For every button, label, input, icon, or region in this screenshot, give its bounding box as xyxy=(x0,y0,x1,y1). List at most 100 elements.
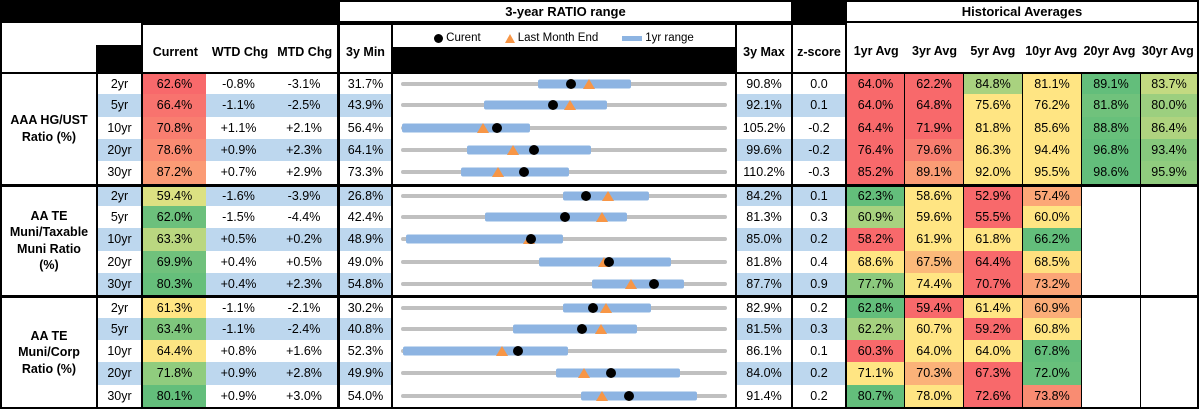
wtd-chg-cell: -1.1% xyxy=(206,317,271,340)
range-min-cell: 43.9% xyxy=(337,94,391,117)
last-month-end-triangle-icon xyxy=(504,33,515,43)
avg-value-cell xyxy=(1140,317,1197,340)
header-black-fill-left xyxy=(2,2,337,23)
avg-value-cell: 60.3% xyxy=(845,340,904,363)
mtd-chg-cell: +2.8% xyxy=(271,362,337,385)
header-black-fill-zscore xyxy=(791,2,845,23)
mtd-chg-cell: +2.1% xyxy=(271,116,337,139)
one-year-range-bar xyxy=(555,368,680,378)
avg-value-cell xyxy=(1081,273,1140,296)
one-year-range-bar xyxy=(403,346,568,356)
range-min-cell: 42.4% xyxy=(337,206,391,229)
avg-value-cell xyxy=(1140,183,1197,206)
avg-value-cell xyxy=(1140,228,1197,251)
avg-value-cell: 81.8% xyxy=(963,116,1022,139)
range-min-cell: 56.4% xyxy=(337,116,391,139)
group-label-line: Ratio (%) xyxy=(21,361,77,376)
avg-value-cell: 60.0% xyxy=(1022,206,1081,229)
mtd-chg-cell: -4.4% xyxy=(271,206,337,229)
current-value-cell: 70.8% xyxy=(141,116,206,139)
avg-value-cell: 98.6% xyxy=(1081,161,1140,184)
avg-value-cell: 68.5% xyxy=(1022,250,1081,273)
avg-value-cell: 96.8% xyxy=(1081,139,1140,162)
avg-value-cell: 58.2% xyxy=(845,228,904,251)
zscore-column-header: z-score xyxy=(791,23,845,72)
avg-column-header: 3yr Avg xyxy=(912,43,957,58)
range-min-cell: 31.7% xyxy=(337,72,391,95)
current-value-cell: 61.3% xyxy=(141,295,206,318)
avg-value-cell xyxy=(1140,273,1197,296)
avg-value-cell: 60.7% xyxy=(904,317,963,340)
last-month-end-marker xyxy=(564,100,577,111)
current-value-cell: 80.1% xyxy=(141,384,206,407)
one-year-range-bar xyxy=(483,100,607,110)
range-max-cell: 85.0% xyxy=(735,228,791,251)
current-value-cell: 64.4% xyxy=(141,340,206,363)
avg-value-cell: 67.8% xyxy=(1022,340,1081,363)
avg-value-cell: 64.0% xyxy=(845,72,904,95)
avg-value-cell: 61.8% xyxy=(963,228,1022,251)
mtd-chg-cell: -3.1% xyxy=(271,72,337,95)
range-chart-cell xyxy=(391,116,735,139)
avg-value-cell: 61.9% xyxy=(904,228,963,251)
mtd-chg-cell: -2.1% xyxy=(271,295,337,318)
avg-value-cell xyxy=(1081,317,1140,340)
avg-value-cell: 55.5% xyxy=(963,206,1022,229)
avg-value-cell: 72.6% xyxy=(963,384,1022,407)
avg-value-cell: 95.9% xyxy=(1140,161,1197,184)
range-max-cell: 99.6% xyxy=(735,139,791,162)
legend-1yr-range: 1yr range xyxy=(622,32,694,44)
avg-value-cell: 62.2% xyxy=(845,317,904,340)
min-column-header: 3y Min xyxy=(337,23,391,72)
range-track xyxy=(400,393,728,398)
avg-value-cell: 57.4% xyxy=(1022,183,1081,206)
one-year-range-bar xyxy=(466,145,592,155)
range-min-cell: 52.3% xyxy=(337,340,391,363)
current-column-header: Current xyxy=(152,44,198,59)
group-label-line: Ratio (%) xyxy=(21,129,77,144)
last-month-end-marker xyxy=(506,145,519,156)
tenor-label: 30yr xyxy=(96,384,141,407)
tenor-label: 2yr xyxy=(96,295,141,318)
current-marker xyxy=(492,122,502,133)
avg-value-cell: 70.7% xyxy=(963,273,1022,296)
avg-column-header: 1yr Avg xyxy=(853,43,899,58)
avg-value-cell: 59.4% xyxy=(904,295,963,318)
avg-value-cell: 71.1% xyxy=(845,362,904,385)
last-month-end-marker xyxy=(491,167,504,178)
mtd-chg-cell: +2.9% xyxy=(271,161,337,184)
avg-value-cell xyxy=(1140,250,1197,273)
header-spacer xyxy=(2,23,96,72)
current-marker xyxy=(603,256,614,267)
avg-value-cell: 62.3% xyxy=(845,183,904,206)
avg-value-cell: 88.8% xyxy=(1081,116,1140,139)
avg-value-cell: 73.2% xyxy=(1022,273,1081,296)
avg-value-cell: 94.4% xyxy=(1022,139,1081,162)
current-marker xyxy=(512,346,523,357)
legend-last-month-end: Last Month End xyxy=(504,32,598,44)
range-chart-cell xyxy=(391,295,735,318)
group-label-line: AAA HG/UST xyxy=(10,113,88,128)
z-score-cell: 0.3 xyxy=(791,206,845,229)
avg-value-cell xyxy=(1140,206,1197,229)
tenor-label: 2yr xyxy=(96,183,141,206)
range-max-cell: 82.9% xyxy=(735,295,791,318)
z-score-cell: -0.3 xyxy=(791,161,845,184)
chart-legend: Curent Last Month End 1yr range xyxy=(393,25,735,47)
range-min-cell: 54.8% xyxy=(337,273,391,296)
one-year-range-bar xyxy=(512,324,638,334)
current-marker xyxy=(518,167,529,178)
wtd-chg-cell: +0.9% xyxy=(206,139,271,162)
tenor-label: 5yr xyxy=(96,94,141,117)
group-label: AA TE Muni/Corp Ratio (%) xyxy=(2,295,96,407)
avg-column-header: 30yr Avg xyxy=(1141,43,1194,58)
change-columns-header: Current WTD Chg MTD Chg xyxy=(141,23,337,72)
mtd-chg-cell: +3.0% xyxy=(271,384,337,407)
range-chart-cell xyxy=(391,72,735,95)
avg-value-cell: 81.8% xyxy=(1081,94,1140,117)
range-min-cell: 49.0% xyxy=(337,250,391,273)
range-max-cell: 92.1% xyxy=(735,94,791,117)
wtd-chg-cell: +0.8% xyxy=(206,340,271,363)
last-month-end-marker xyxy=(595,323,608,334)
